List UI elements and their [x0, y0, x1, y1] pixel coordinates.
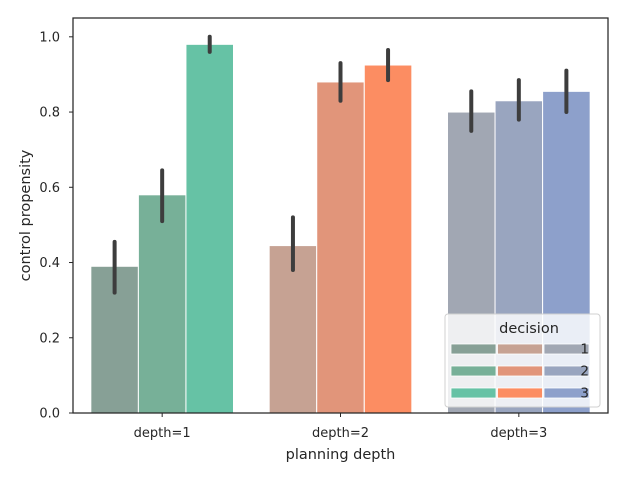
x-tick-label-depth=2: depth=2: [312, 426, 369, 441]
y-tick-label: 0.4: [39, 256, 60, 271]
legend-label-2: 2: [580, 364, 589, 380]
y-tick-label: 0.0: [39, 407, 60, 422]
bar-depth=2-decision-1: [268, 245, 318, 414]
y-tick-label: 1.0: [39, 30, 60, 45]
legend-swatch: [450, 365, 497, 377]
legend-title: decision: [499, 321, 559, 337]
legend-swatch: [543, 365, 590, 377]
legend: decision 1 2 3: [444, 313, 601, 408]
y-tick-label: 0.8: [39, 106, 60, 121]
legend-swatch: [543, 343, 590, 355]
legend-swatch: [450, 387, 497, 399]
legend-swatch: [497, 387, 543, 399]
x-axis: depth=1 depth=2 depth=3: [134, 413, 547, 441]
y-tick-label: 0.2: [39, 331, 60, 346]
y-tick-label: 0.6: [39, 181, 60, 196]
bar-depth=2-decision-2: [316, 81, 365, 414]
legend-swatch: [497, 365, 543, 377]
legend-swatch: [450, 343, 497, 355]
error-bars-layer: [112, 34, 569, 295]
y-axis-label: control propensity: [18, 149, 34, 281]
legend-label-1: 1: [580, 342, 589, 358]
bar-depth=1-decision-3: [185, 43, 234, 414]
y-axis: 0.0 0.2 0.4 0.6 0.8 1.0: [39, 30, 73, 422]
legend-box: [444, 313, 601, 408]
legend-swatch: [543, 387, 590, 399]
x-tick-label-depth=1: depth=1: [134, 426, 191, 441]
x-tick-label-depth=3: depth=3: [490, 426, 547, 441]
x-axis-label: planning depth: [286, 447, 396, 463]
legend-label-3: 3: [580, 386, 589, 402]
bar-depth=1-decision-2: [137, 194, 187, 414]
bar-depth=2-decision-3: [363, 64, 413, 414]
legend-swatch: [497, 343, 543, 355]
